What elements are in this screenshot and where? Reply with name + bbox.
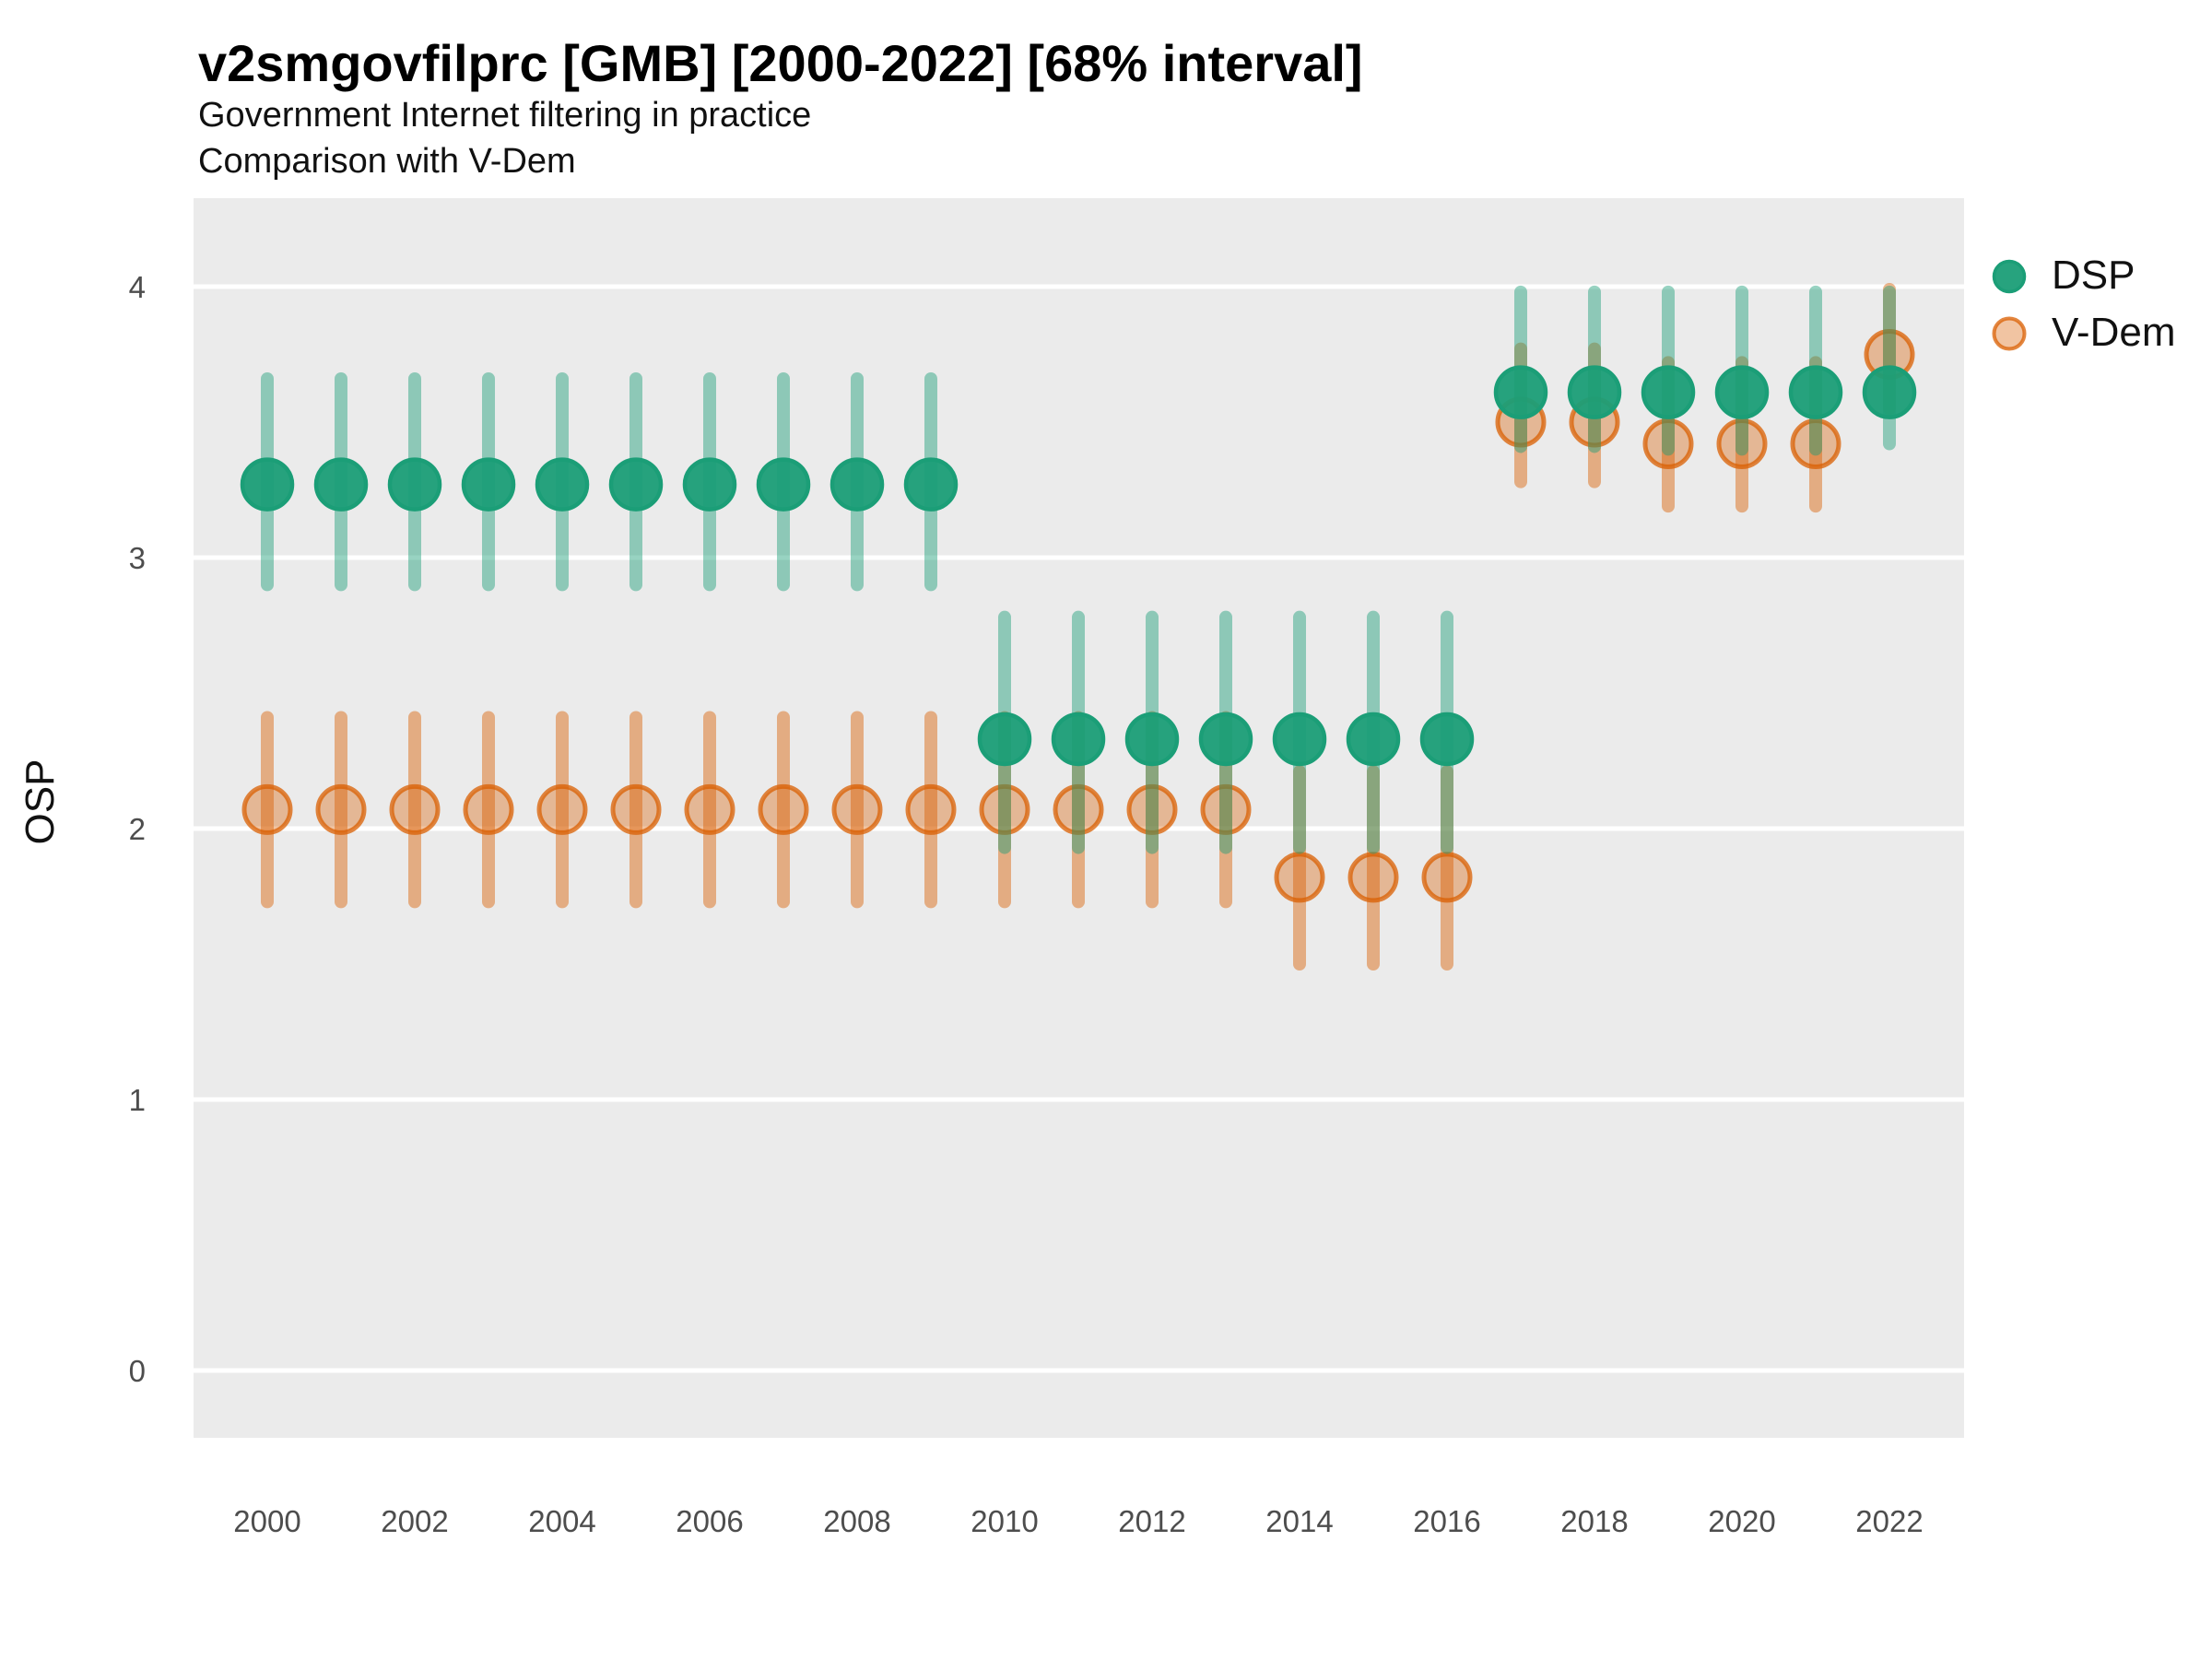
dsp-point-2012 [1124, 712, 1180, 767]
v-dem-point-2010 [979, 783, 1030, 835]
dsp-point-2006 [682, 457, 737, 512]
dsp-point-2001 [313, 457, 369, 512]
x-tick-label-2000: 2000 [233, 1504, 300, 1538]
dsp-point-2015 [1346, 712, 1401, 767]
v-dem-point-2007 [758, 783, 809, 835]
dsp-point-2014 [1272, 712, 1327, 767]
dsp-point-2011 [1051, 712, 1106, 767]
dsp-point-2009 [903, 457, 959, 512]
dsp-point-2016 [1419, 712, 1475, 767]
v-dem-point-2002 [389, 783, 441, 835]
chart-subtitle: Government Internet filtering in practic… [198, 96, 812, 135]
v-dem-point-2009 [905, 783, 957, 835]
dsp-point-2002 [387, 457, 442, 512]
v-dem-point-2020 [1716, 418, 1768, 470]
dsp-point-2021 [1788, 365, 1843, 419]
v-dem-point-2001 [315, 783, 367, 835]
x-tick-label-2010: 2010 [971, 1504, 1038, 1538]
dsp-point-2022 [1862, 365, 1917, 419]
legend-label-vdem: V-Dem [2052, 310, 2176, 355]
v-dem-point-2021 [1790, 418, 1841, 470]
x-tick-label-2006: 2006 [676, 1504, 743, 1538]
chart-title: v2smgovfilprc [GMB] [2000-2022] [68% int… [198, 34, 1363, 92]
v-dem-point-2004 [536, 783, 588, 835]
x-tick-label-2020: 2020 [1708, 1504, 1775, 1538]
v-dem-point-2015 [1347, 852, 1399, 903]
dsp-point-2018 [1567, 365, 1622, 419]
v-dem-point-2016 [1421, 852, 1473, 903]
dsp-point-2005 [608, 457, 664, 512]
v-dem-point-2006 [684, 783, 735, 835]
v-dem-point-2000 [241, 783, 293, 835]
y-tick-label-3: 3 [129, 541, 146, 575]
v-dem-point-2008 [831, 783, 883, 835]
dsp-point-2000 [240, 457, 295, 512]
v-dem-point-2013 [1200, 783, 1252, 835]
dsp-point-2004 [535, 457, 590, 512]
y-tick-label-0: 0 [129, 1354, 146, 1388]
y-tick-label-2: 2 [129, 812, 146, 846]
y-tick-label-4: 4 [129, 270, 146, 304]
x-tick-label-2008: 2008 [823, 1504, 890, 1538]
dsp-point-2010 [977, 712, 1032, 767]
dsp-point-2017 [1493, 365, 1548, 419]
y-axis-title: OSP [18, 759, 63, 845]
chart-subtitle-2: Comparison with V-Dem [198, 142, 576, 181]
x-tick-label-2002: 2002 [381, 1504, 448, 1538]
dsp-point-2019 [1641, 365, 1696, 419]
x-tick-label-2004: 2004 [528, 1504, 595, 1538]
v-dem-point-2005 [610, 783, 662, 835]
x-tick-label-2022: 2022 [1855, 1504, 1923, 1538]
x-tick-label-2012: 2012 [1118, 1504, 1185, 1538]
x-tick-label-2014: 2014 [1265, 1504, 1333, 1538]
y-tick-label-1: 1 [129, 1083, 146, 1117]
v-dem-point-2012 [1126, 783, 1178, 835]
legend-label-dsp: DSP [2052, 253, 2136, 298]
dsp-point-2020 [1714, 365, 1770, 419]
v-dem-point-2003 [463, 783, 514, 835]
x-tick-label-2018: 2018 [1560, 1504, 1628, 1538]
dsp-point-2007 [756, 457, 811, 512]
v-dem-point-2014 [1274, 852, 1325, 903]
legend-marker-dsp [1992, 259, 2027, 294]
v-dem-point-2011 [1053, 783, 1104, 835]
dsp-point-2003 [461, 457, 516, 512]
v-dem-point-2019 [1642, 418, 1694, 470]
dsp-point-2013 [1198, 712, 1253, 767]
dsp-point-2008 [830, 457, 885, 512]
x-tick-label-2016: 2016 [1413, 1504, 1480, 1538]
legend-marker-vdem [1992, 316, 2027, 351]
